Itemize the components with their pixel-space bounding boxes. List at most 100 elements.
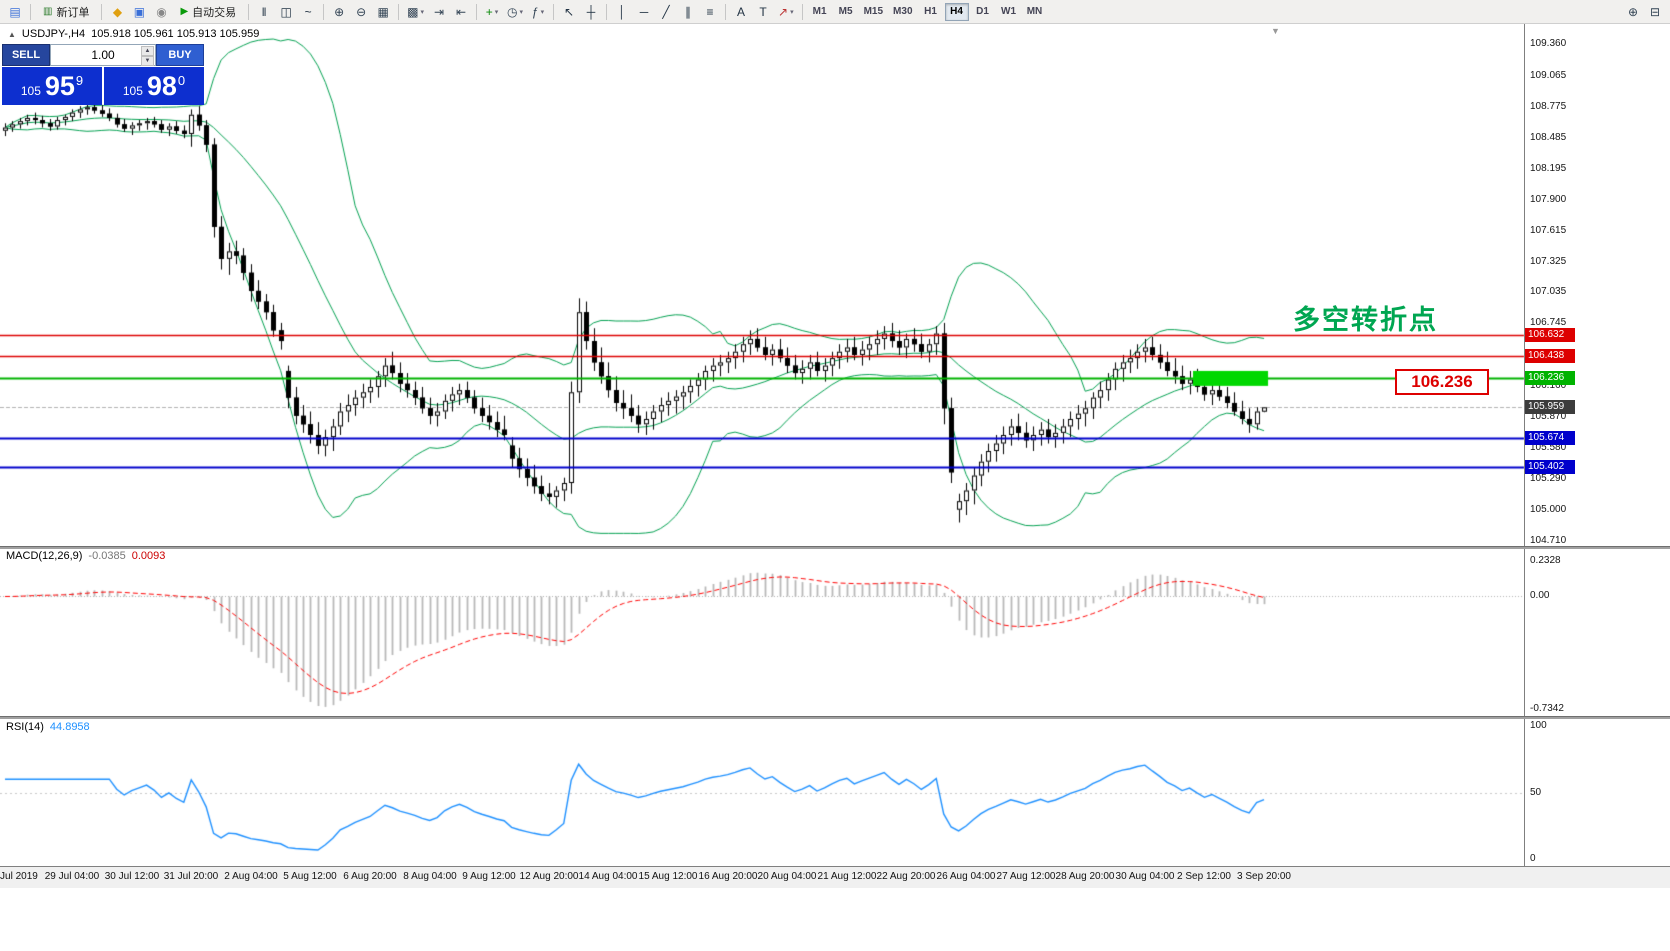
time-axis-label: 26 Aug 04:00 (936, 871, 996, 882)
fibonacci-icon: ≡ (706, 4, 714, 19)
buy-price-main: 98 (146, 71, 177, 101)
sell-button[interactable]: SELL (2, 44, 50, 66)
crosshair-icon: ┼ (586, 4, 596, 19)
chart-shift-icon[interactable]: ⇤ (451, 2, 471, 22)
price-axis-label: 104.710 (1530, 535, 1567, 546)
one-click-trading-panel: SELL 1.00 ▲ ▼ BUY 105 95 9 105 98 0 (2, 44, 204, 105)
cursor-icon: ↖ (563, 4, 575, 19)
trendline-icon[interactable]: ╱ (656, 2, 676, 22)
time-axis-label: 5 Aug 12:00 (283, 871, 337, 882)
new-chart-icon: ▤ (9, 4, 21, 19)
arrow-shapes-icon: ↗ (778, 4, 789, 19)
timeframe-m15-button[interactable]: M15 (863, 6, 884, 17)
dropdown-arrow-icon: ▾ (494, 8, 499, 16)
macd-axis-label: 0.00 (1530, 590, 1550, 601)
timeframe-m30-button[interactable]: M30 (893, 6, 913, 17)
one-click-collapse-icon[interactable]: ▲ (8, 29, 16, 39)
rsi-axis-label: 50 (1530, 787, 1542, 798)
package-icon[interactable]: ◆ (107, 2, 127, 22)
price-level-callout[interactable]: 106.236 (1395, 369, 1489, 395)
autoscroll-icon: ⇥ (433, 4, 445, 19)
equidistant-channel-icon[interactable]: ∥ (678, 2, 698, 22)
arrange-windows-icon[interactable]: ▩ ▾ (404, 2, 427, 22)
timeframe-h4-button[interactable]: H4 (944, 2, 969, 21)
toolbar-separator (30, 3, 31, 20)
rsi-pane-separator[interactable] (0, 716, 1670, 719)
price-axis-label: 106.160 (1530, 380, 1567, 391)
cursor-icon[interactable]: ↖ (559, 2, 579, 22)
horizontal-line-icon[interactable]: ─ (634, 2, 654, 22)
macd-name: MACD(12,26,9) (6, 550, 83, 562)
volume-steppers: ▲ ▼ (141, 46, 154, 66)
arrow-shapes-icon[interactable]: ↗ ▾ (775, 2, 797, 22)
new-order-button[interactable]: ▥ 新订单 (36, 2, 96, 22)
templates-icon: ƒ (531, 4, 539, 19)
fibonacci-icon[interactable]: ≡ (700, 2, 720, 22)
time-axis-label: 2 Sep 12:00 (1177, 871, 1231, 882)
autoscroll-icon[interactable]: ⇥ (429, 2, 449, 22)
volume-field[interactable]: 1.00 ▲ ▼ (50, 44, 156, 66)
search-icon[interactable]: ⊕ (1623, 2, 1643, 22)
clock-icon[interactable]: ◷ ▾ (504, 2, 526, 22)
timeframe-d1-button[interactable]: D1 (976, 6, 989, 17)
panels-icon[interactable]: ⊟ (1645, 2, 1665, 22)
time-axis-label: 29 Jul 04:00 (44, 871, 100, 882)
volume-down-button[interactable]: ▼ (141, 56, 154, 66)
timeframe-m5-button[interactable]: M5 (838, 6, 853, 17)
new-order-icon: ▥ (43, 6, 53, 17)
time-axis-label: 22 Aug 20:00 (876, 871, 936, 882)
volume-value[interactable]: 1.00 (91, 48, 115, 62)
chart-shift-icon: ⇤ (455, 4, 467, 19)
timeframe-w1-button[interactable]: W1 (1001, 6, 1016, 17)
autotrade-button[interactable]: ▶ 自动交易 (173, 2, 243, 22)
time-axis-label: 6 Aug 20:00 (343, 871, 397, 882)
equidistant-channel-icon: ∥ (685, 4, 692, 19)
vertical-line-icon[interactable]: │ (612, 2, 632, 22)
sell-price-prefix: 105 (20, 84, 41, 98)
timeframe-m1-button[interactable]: M1 (812, 6, 827, 17)
price-axis-label: 108.195 (1530, 163, 1567, 174)
toolbar-separator (101, 3, 103, 20)
buy-price-display[interactable]: 105 98 0 (104, 67, 204, 105)
line-chart-icon[interactable]: ~ (298, 2, 318, 22)
macd-pane-separator[interactable] (0, 546, 1670, 549)
turning-point-annotation[interactable]: 多空转折点 (1293, 305, 1438, 335)
timeframe-h1-button[interactable]: H1 (924, 6, 937, 17)
price-axis-label: 109.065 (1530, 70, 1567, 81)
new-chart-icon[interactable]: ▤ (5, 2, 25, 22)
toolbar-left-groups: ▤ ▥ 新订单 ◆ ▣ ◉ ▶ 自动交易 ‖ ◫ ~ ⊕ ⊖ ▦ ▩ ▾ ⇥ ⇤ + ▾ ◷ ▾ ƒ ▾ ↖ ┼ │ ─ ╱ ∥ ≡ A T ↗ ▾… (4, 2, 1622, 22)
line-chart-icon: ~ (304, 4, 312, 19)
text-label-icon: T (759, 4, 767, 19)
crosshair-icon[interactable]: ┼ (581, 2, 601, 22)
candlestick-chart-icon[interactable]: ◫ (276, 2, 296, 22)
zoom-out-icon[interactable]: ⊖ (351, 2, 371, 22)
text-icon[interactable]: A (731, 2, 751, 22)
buy-button[interactable]: BUY (156, 44, 204, 66)
community-icon[interactable]: ◉ (151, 2, 171, 22)
price-axis-label: 109.360 (1530, 38, 1567, 49)
rsi-axis-label: 100 (1530, 720, 1547, 731)
timeframe-mn-button[interactable]: MN (1026, 6, 1043, 17)
toolbar: ▤ ▥ 新订单 ◆ ▣ ◉ ▶ 自动交易 ‖ ◫ ~ ⊕ ⊖ ▦ ▩ ▾ ⇥ ⇤ + ▾ ◷ ▾ ƒ ▾ ↖ ┼ │ ─ ╱ ∥ ≡ A T ↗ ▾… (0, 0, 1670, 24)
chart-shift-marker-icon[interactable]: ▼ (1271, 26, 1280, 36)
sell-price-display[interactable]: 105 95 9 (2, 67, 102, 105)
time-axis-label: 12 Aug 20:00 (519, 871, 579, 882)
price-axis-label: 107.035 (1530, 286, 1567, 297)
text-label-icon[interactable]: T (753, 2, 773, 22)
dropdown-arrow-icon: ▾ (420, 8, 425, 16)
time-axis-label: 14 Aug 04:00 (578, 871, 638, 882)
zoom-in-icon[interactable]: ⊕ (329, 2, 349, 22)
time-axis-label: 16 Aug 20:00 (698, 871, 758, 882)
price-axis-label: 108.485 (1530, 132, 1567, 143)
templates-icon[interactable]: ƒ ▾ (528, 2, 548, 22)
bar-chart-icon[interactable]: ‖ (254, 2, 274, 22)
volume-up-button[interactable]: ▲ (141, 46, 154, 56)
terminal-icon[interactable]: ▣ (129, 2, 149, 22)
new-order-plus-icon[interactable]: + ▾ (482, 2, 502, 22)
price-axis-label: 107.900 (1530, 194, 1567, 205)
macd-axis-label: 0.2328 (1530, 555, 1561, 566)
symbol-ohlc-bar: ▲ USDJPY-,H4 105.918 105.961 105.913 105… (8, 28, 259, 40)
tile-windows-icon[interactable]: ▦ (373, 2, 393, 22)
